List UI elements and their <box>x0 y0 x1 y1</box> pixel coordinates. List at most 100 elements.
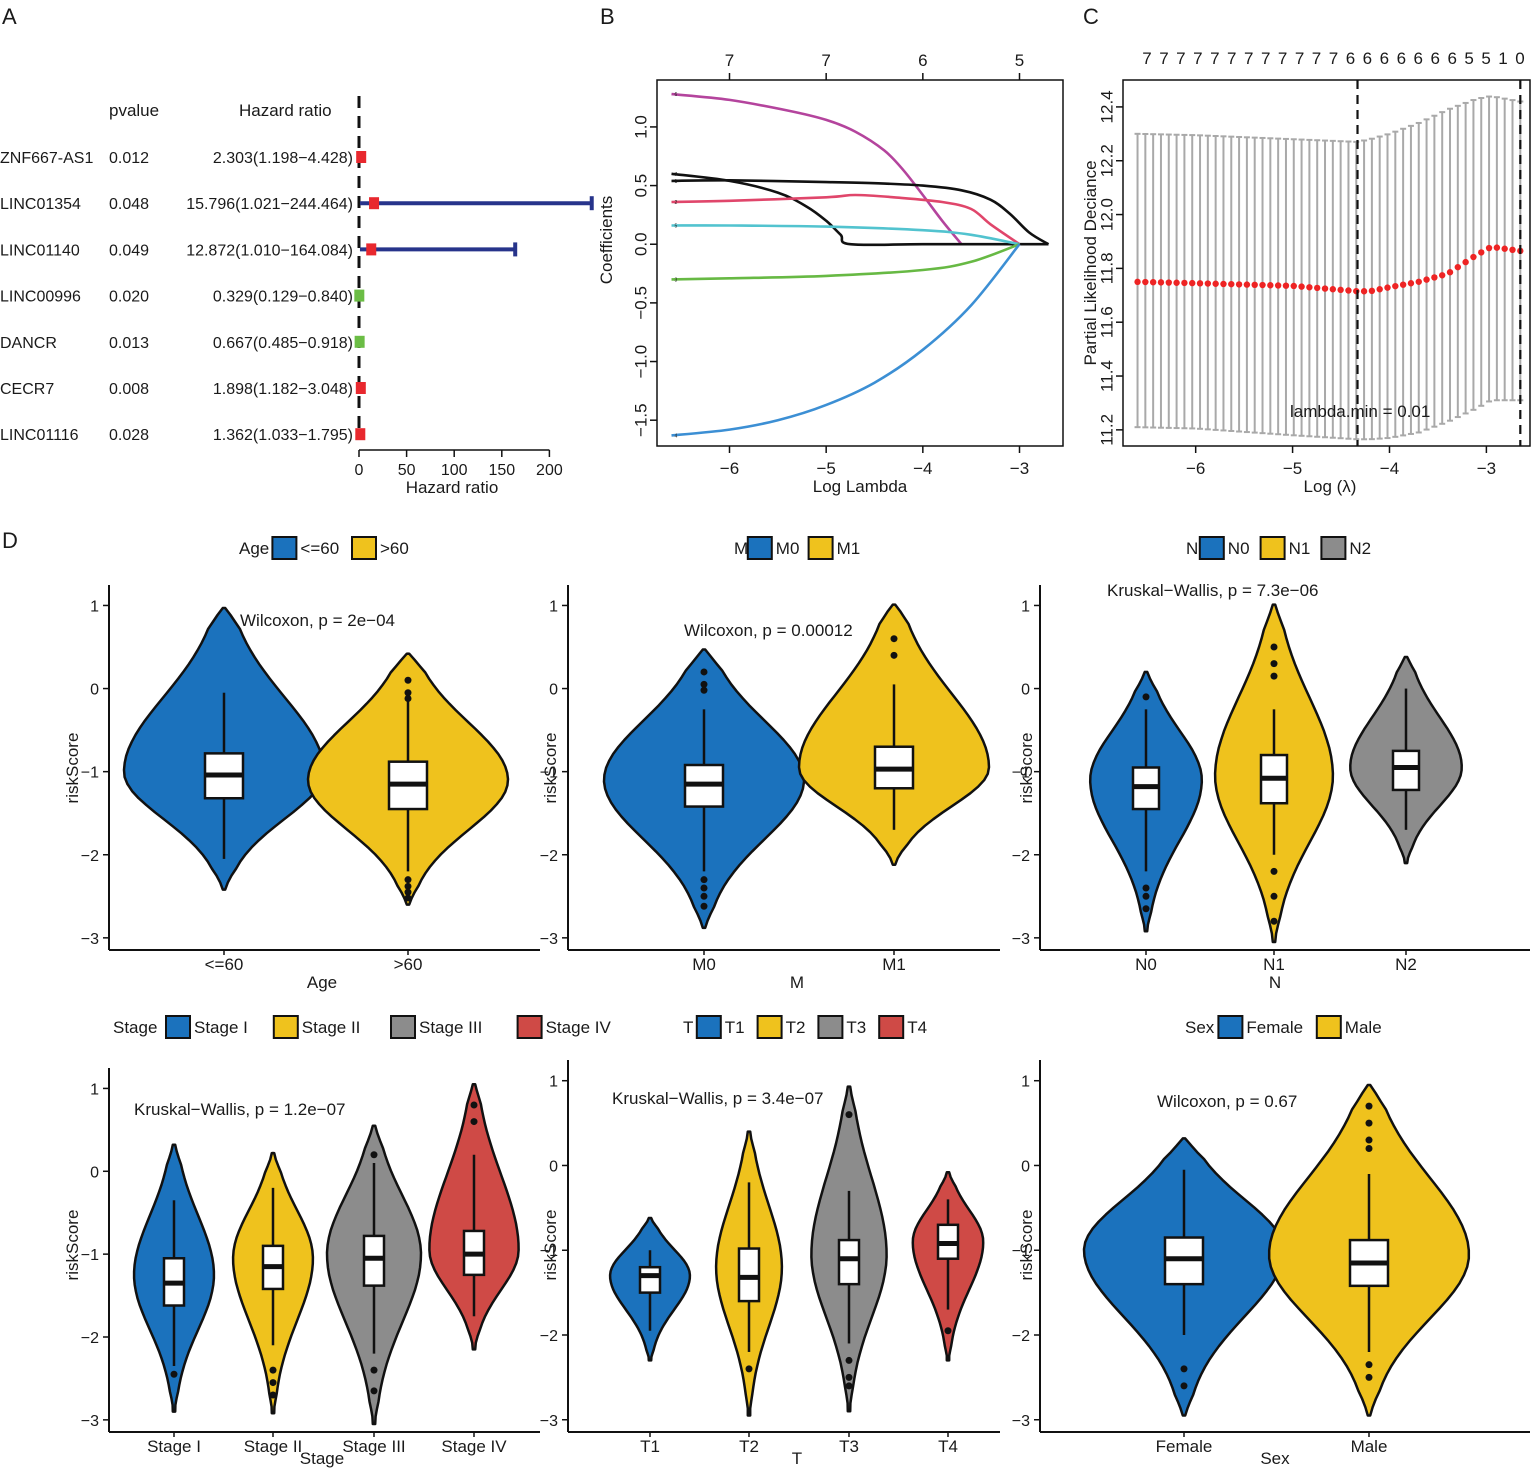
y-tick-label: 0 <box>549 1158 558 1175</box>
top-count-label: 7 <box>1210 49 1219 68</box>
cv-mean-point <box>1454 263 1462 271</box>
x-axis-title: Log Lambda <box>813 477 908 496</box>
coefficient-path-6 <box>671 92 963 246</box>
y-tick-label: 1 <box>90 598 99 615</box>
row-pvalue: 0.008 <box>109 381 149 398</box>
cv-mean-point <box>1392 282 1399 290</box>
y-axis-title: riskScore <box>63 733 82 804</box>
cv-mean-point <box>1368 287 1376 295</box>
y-tick-label: 0.0 <box>632 232 651 256</box>
legend-swatch <box>695 1015 722 1039</box>
top-count-label: 7 <box>1227 49 1236 68</box>
cv-mean-point <box>1274 282 1282 289</box>
outlier-point <box>700 668 708 676</box>
row-pvalue: 0.049 <box>109 242 149 259</box>
outlier-point <box>1180 1365 1188 1373</box>
panel-label-d: D <box>2 528 18 553</box>
legend-swatch <box>272 1015 299 1039</box>
row-hazard-ratio-text: 12.872(1.010−164.084) <box>186 242 353 259</box>
y-tick-label: −1 <box>81 765 99 782</box>
top-count-label: 7 <box>1159 49 1168 68</box>
y-tick-label: 11.4 <box>1098 360 1117 392</box>
x-tick-label: >60 <box>394 955 423 974</box>
plot-frame <box>656 79 1064 447</box>
y-tick-label: 11.8 <box>1098 252 1117 284</box>
y-tick-label: −2 <box>1012 1328 1030 1345</box>
row-hazard-ratio-text: 0.667(0.485−0.918) <box>213 335 353 352</box>
cv-mean-point <box>1470 253 1477 261</box>
outlier-point <box>1142 693 1150 701</box>
x-tick-label: N2 <box>1395 955 1417 974</box>
outlier-point <box>1142 905 1150 913</box>
top-tick-label: 7 <box>821 51 830 70</box>
outlier-point <box>404 689 412 697</box>
y-axis-title: riskScore <box>63 1210 82 1281</box>
outlier-point <box>700 902 708 910</box>
outlier-point <box>1142 884 1150 892</box>
cv-mean-point <box>1306 284 1313 291</box>
y-tick-label: 1 <box>1021 598 1030 615</box>
y-tick-label: 0 <box>549 682 558 699</box>
top-count-label: 7 <box>1142 49 1151 68</box>
cv-mean-point <box>1399 281 1407 288</box>
legend-item-label: T2 <box>786 1018 806 1037</box>
top-tick-label: 5 <box>1015 51 1024 70</box>
legend-item-label: N2 <box>1349 539 1371 558</box>
y-tick-label: 0 <box>90 1164 99 1181</box>
top-tick-label: 6 <box>918 51 927 70</box>
legend-item-label: <=60 <box>300 539 339 558</box>
top-count-label: 7 <box>1329 49 1338 68</box>
statistical-test-label: Kruskal−Wallis, p = 3.4e−07 <box>612 1089 824 1108</box>
cv-mean-point <box>1423 276 1430 283</box>
cv-mean-point <box>1189 279 1196 287</box>
y-tick-label: 11.2 <box>1098 414 1117 446</box>
y-tick-label: −1 <box>1012 1243 1030 1260</box>
y-tick-label: 12.2 <box>1098 144 1117 177</box>
hazard-ratio-marker <box>355 428 366 441</box>
violin-subplot-n: −3 −2 −1 0 1 riskScore N Kruskal−Wallis, p = 7.… <box>1012 536 1530 992</box>
hazard-ratio-marker <box>354 289 365 302</box>
y-tick-label: 1 <box>549 1074 558 1091</box>
coefficient-path-2 <box>671 193 1021 246</box>
top-count-label: 6 <box>1363 49 1372 68</box>
outlier-point <box>170 1370 178 1378</box>
y-tick-label: −2 <box>1012 848 1030 865</box>
cv-mean-point <box>1228 280 1235 288</box>
y-tick-label: −3 <box>81 931 99 948</box>
x-tick-label: Stage III <box>342 1437 405 1456</box>
y-tick-label: −2 <box>540 1328 558 1345</box>
legend-swatch <box>1320 536 1347 560</box>
panel-c-cross-validation: −6 −5 −4 −311.211.411.611.812.012.212.47 7 7 7… <box>1081 49 1531 496</box>
x-tick-label: Stage II <box>244 1437 303 1456</box>
y-tick-label: 1 <box>1021 1074 1030 1091</box>
legend-item-label: Female <box>1246 1018 1303 1037</box>
legend-item-label: T4 <box>907 1018 927 1037</box>
cv-mean-point <box>1360 288 1368 295</box>
outlier-point <box>890 635 898 643</box>
top-count-label: 7 <box>1193 49 1202 68</box>
x-axis-title: N <box>1269 973 1281 992</box>
column-header-hazard-ratio: Hazard ratio <box>239 101 332 120</box>
x-tick-label: Stage IV <box>441 1437 507 1456</box>
x-axis-title: Sex <box>1260 1449 1290 1468</box>
outlier-point <box>404 882 412 890</box>
panel-label-c: C <box>1083 4 1099 29</box>
outlier-point <box>700 686 708 694</box>
row-gene-label: LINC01354 <box>0 196 81 213</box>
panel-d-violin-plots: −3 −2 −1 0 1 riskScore Age Wilcoxon, p = 2e−04 A… <box>63 536 1530 1468</box>
legend-title: N <box>1186 539 1198 558</box>
violin-subplot-age: −3 −2 −1 0 1 riskScore Age Wilcoxon, p = 2e−04 A… <box>63 536 540 992</box>
outlier-point <box>1365 1361 1373 1369</box>
row-hazard-ratio-text: 1.362(1.033−1.795) <box>213 427 353 444</box>
statistical-test-label: Wilcoxon, p = 0.00012 <box>684 621 853 640</box>
x-tick-label: T4 <box>938 1437 958 1456</box>
x-tick-label: T1 <box>640 1437 660 1456</box>
y-tick-label: 0 <box>90 682 99 699</box>
y-tick-label: −3 <box>1012 931 1030 948</box>
path-index-label: 4 <box>675 433 678 439</box>
outlier-point <box>404 888 412 896</box>
cv-mean-point <box>1485 244 1493 252</box>
y-tick-label: −1 <box>540 765 558 782</box>
cv-mean-point <box>1478 249 1485 256</box>
top-count-label: 6 <box>1346 49 1355 68</box>
